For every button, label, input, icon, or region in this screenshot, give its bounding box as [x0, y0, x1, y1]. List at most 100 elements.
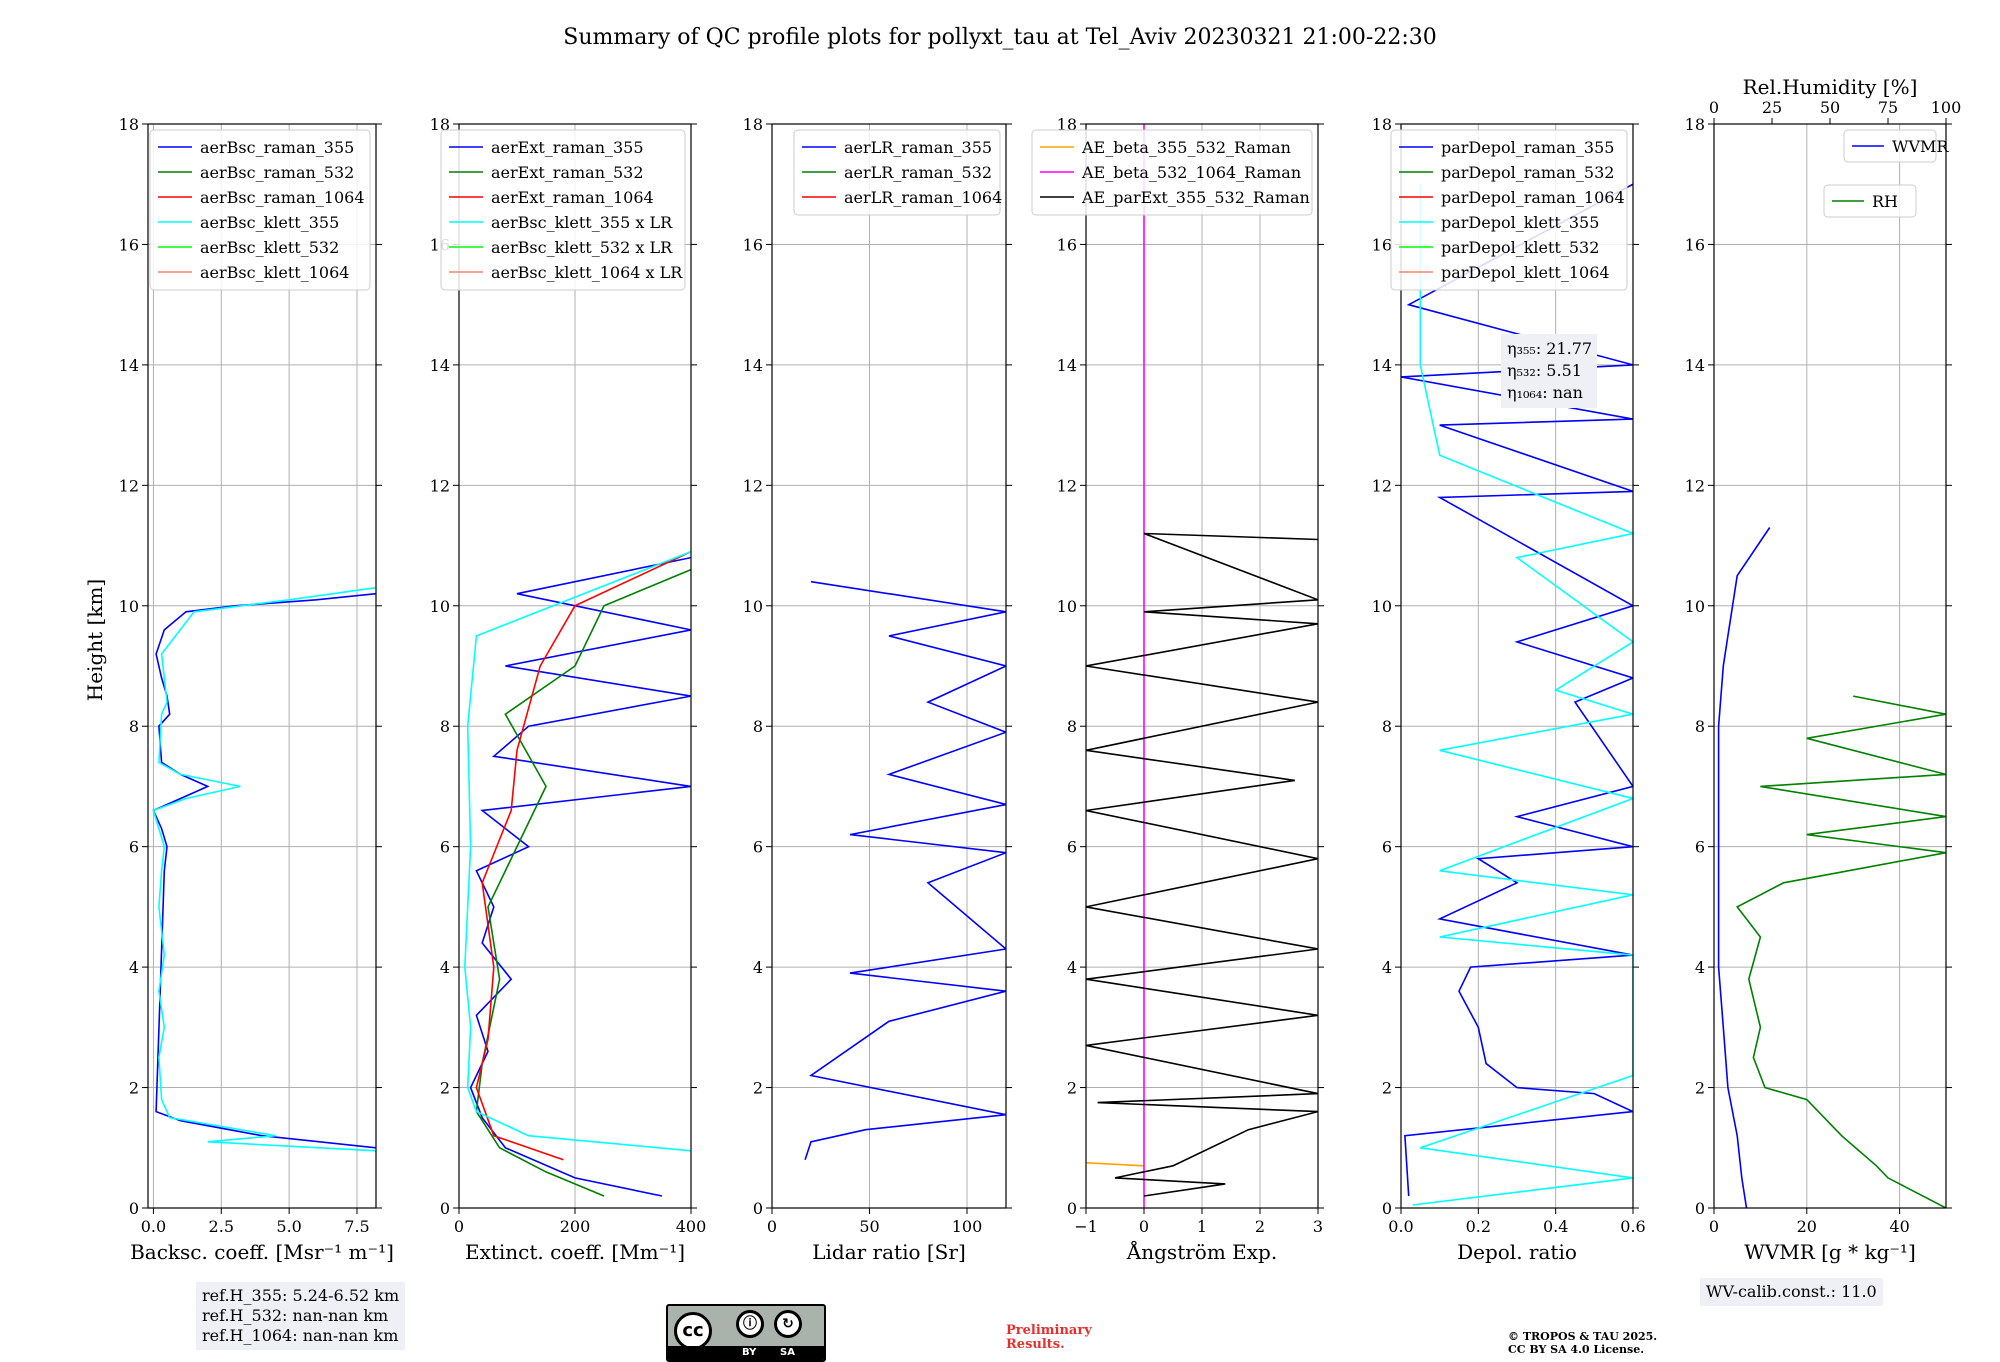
- x2-tick-label: 50: [1820, 98, 1840, 117]
- x-tick-label: 0: [767, 1217, 777, 1236]
- legend-box: [149, 129, 371, 291]
- y-tick-label: 4: [1067, 958, 1077, 977]
- x-tick-label: 2.5: [209, 1217, 234, 1236]
- y-tick-label: 12: [1685, 476, 1705, 495]
- y-tick-label: 16: [1372, 235, 1392, 254]
- legend-entry: aerBsc_klett_532: [200, 238, 339, 257]
- legend-entry: AE_beta_532_1064_Raman: [1081, 163, 1301, 182]
- y-tick-label: 6: [440, 838, 450, 857]
- sa-label: SA: [780, 1347, 795, 1358]
- series-lines: [1401, 183, 1633, 1206]
- y-tick-label: 10: [430, 597, 450, 616]
- y-tick-label: 12: [119, 476, 139, 495]
- x-axis-label: WVMR [g * kg⁻¹]: [1744, 1240, 1916, 1264]
- ref-height-1064: ref.H_1064: nan-nan km: [202, 1326, 399, 1345]
- annotation-line: η₃₅₅: 21.77: [1507, 339, 1592, 358]
- y-tick-label: 16: [119, 235, 139, 254]
- x-tick-label: 200: [560, 1217, 591, 1236]
- x-tick-label: 40: [1889, 1217, 1909, 1236]
- series-line-pardepol-raman-355: [1401, 183, 1633, 1197]
- preliminary-notice: Preliminary Results.: [1006, 1324, 1092, 1352]
- legend: aerLR_raman_355 aerLR_raman_532 aerLR_rama…: [793, 129, 1002, 216]
- y-tick-label: 14: [430, 356, 450, 375]
- figure-title: Summary of QC profile plots for pollyxt_…: [563, 25, 1436, 50]
- y-axis-label: Height [km]: [83, 579, 107, 701]
- x-tick-label: 5.0: [276, 1217, 301, 1236]
- x-tick-label: 7.5: [344, 1217, 369, 1236]
- y-tick-label: 18: [743, 115, 763, 134]
- y-tick-label: 14: [1372, 356, 1392, 375]
- x-axis-label: Extinct. coeff. [Mm⁻¹]: [465, 1240, 685, 1264]
- x-axis-label: Ångström Exp.: [1126, 1239, 1277, 1264]
- wv-calibration-constant: WV-calib.const.: 11.0: [1706, 1282, 1877, 1301]
- y-tick-label: 14: [743, 356, 763, 375]
- x2-tick-label: 0: [1709, 98, 1719, 117]
- y-tick-label: 10: [1372, 597, 1392, 616]
- copyright-notice: © TROPOS & TAU 2025. CC BY SA 4.0 Licens…: [1508, 1330, 1657, 1356]
- series-line-aerbsc-klett-355-x-lr: [463, 550, 691, 1152]
- legend: parDepol_raman_355 parDepol_raman_532 parD…: [1390, 129, 1628, 291]
- y-tick-label: 18: [1057, 115, 1077, 134]
- wv-calibration-box: WV-calib.const.: 11.0: [1700, 1278, 1883, 1306]
- y-tick-label: 8: [1695, 717, 1705, 736]
- series-line-aerbsc-klett-355: [152, 586, 376, 1152]
- legend-box: [1390, 129, 1628, 291]
- x-tick-label: −1: [1074, 1217, 1098, 1236]
- annotation-box: [1501, 334, 1597, 408]
- x-tick-label: 0.4: [1543, 1217, 1568, 1236]
- legend-box: [793, 129, 1001, 216]
- y-tick-label: 2: [753, 1079, 763, 1098]
- series-lines: [463, 550, 691, 1197]
- y-tick-label: 12: [430, 476, 450, 495]
- x-tick-label: 20: [1797, 1217, 1817, 1236]
- x-tick-label: 0.2: [1466, 1217, 1491, 1236]
- legend-entry: aerBsc_raman_355: [200, 138, 354, 157]
- y-tick-label: 8: [753, 717, 763, 736]
- legend-box: [1823, 184, 1917, 218]
- legend-entry: aerBsc_klett_355: [200, 213, 339, 232]
- y-tick-label: 8: [129, 717, 139, 736]
- eta-annotation: η₃₅₅: 21.77 η₅₃₂: 5.51 η₁₀₆₄: nan: [1501, 334, 1597, 408]
- legend-entry: parDepol_klett_1064: [1441, 263, 1610, 282]
- y-tick-label: 2: [1067, 1079, 1077, 1098]
- y-tick-label: 4: [753, 958, 763, 977]
- y-tick-label: 0: [1695, 1199, 1705, 1218]
- y-tick-label: 12: [1057, 476, 1077, 495]
- series-lines: [152, 586, 376, 1152]
- y-tick-label: 4: [1695, 958, 1705, 977]
- x-tick-label: 400: [676, 1217, 707, 1236]
- x-tick-label: 0: [1709, 1217, 1719, 1236]
- plot-frame: [1400, 123, 1634, 1209]
- x2-tick-label: 100: [1931, 98, 1962, 117]
- y-tick-label: 8: [1382, 717, 1392, 736]
- reference-heights-box: ref.H_355: 5.24-6.52 km ref.H_532: nan-n…: [196, 1282, 406, 1350]
- y-tick-label: 2: [1382, 1079, 1392, 1098]
- legend-entry: aerBsc_raman_1064: [200, 188, 365, 207]
- legend-entry: WVMR: [1892, 137, 1949, 156]
- y-tick-label: 12: [1372, 476, 1392, 495]
- copyright-line-1: © TROPOS & TAU 2025.: [1508, 1330, 1658, 1343]
- x2-tick-label: 75: [1878, 98, 1898, 117]
- legend-entry: aerBsc_klett_355 x LR: [491, 213, 673, 232]
- legend-entry: aerBsc_klett_532 x LR: [491, 238, 673, 257]
- legend-entry: parDepol_klett_532: [1441, 238, 1599, 257]
- y-tick-label: 4: [1382, 958, 1392, 977]
- legend-entry: aerExt_raman_1064: [491, 188, 654, 207]
- legend-wvmr: WVMR: [1843, 129, 1949, 163]
- x-tick-label: 0.0: [1388, 1217, 1413, 1236]
- by-label: BY: [742, 1347, 757, 1358]
- y-tick-label: 18: [119, 115, 139, 134]
- legend-entry: RH: [1872, 192, 1898, 211]
- legend-entry: aerBsc_klett_1064: [200, 263, 349, 282]
- y-tick-label: 8: [440, 717, 450, 736]
- x-axis-label: Lidar ratio [Sr]: [812, 1240, 966, 1264]
- legend-entry: parDepol_raman_532: [1441, 163, 1614, 182]
- series-line-aerext-raman-532: [475, 568, 691, 1197]
- y-tick-label: 6: [129, 838, 139, 857]
- series-line-ae-parext-355-532-raman: [1086, 532, 1318, 1197]
- y-tick-label: 16: [1685, 235, 1705, 254]
- y-tick-label: 18: [1372, 115, 1392, 134]
